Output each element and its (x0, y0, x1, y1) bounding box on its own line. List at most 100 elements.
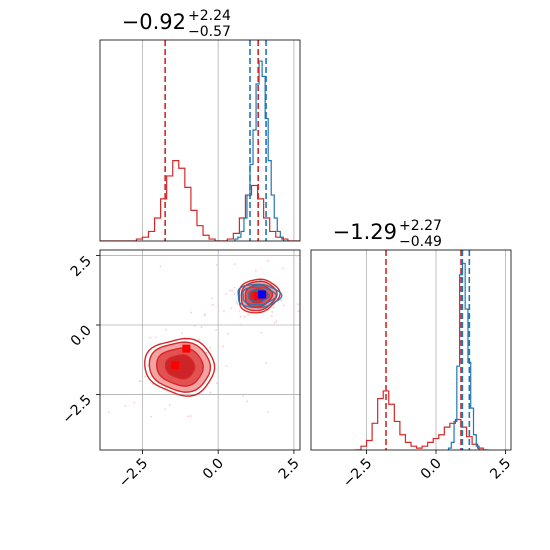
x-tick-labels: −2.5 0.0 2.5 (340, 450, 514, 491)
scatter-point (133, 401, 136, 404)
scatter-point (235, 300, 238, 303)
blue-contour (237, 283, 283, 309)
y-tick-label: −2.5 (59, 392, 94, 427)
histograms (355, 262, 489, 450)
scatter-point (155, 336, 157, 339)
histogram-red (100, 160, 300, 241)
scatter-point (239, 315, 242, 318)
axes-frame (99, 39, 301, 242)
scatter-point (296, 303, 299, 306)
joint-panel: −2.5 0.0 2.5 2.5 0.0 −2.5 (59, 242, 314, 491)
title-upper-error: +2.24 (188, 8, 231, 24)
scatter-point (211, 297, 213, 300)
grid (142, 40, 295, 241)
scatter-point (242, 395, 244, 398)
scatter-point (203, 314, 206, 317)
grid (100, 250, 300, 450)
scatter-point (225, 293, 227, 295)
truth-marker-red (182, 344, 191, 353)
scatter-point (272, 306, 275, 309)
scatter-point (265, 362, 268, 365)
scatter-point (281, 267, 284, 270)
scatter-point (200, 326, 203, 329)
truth-marker-blue (258, 290, 267, 299)
scatter-point (189, 415, 192, 417)
scatter-point (246, 400, 249, 403)
scatter-point (197, 338, 200, 341)
density-contours (144, 278, 283, 397)
scatter-point (267, 260, 270, 262)
quantile-lines (385, 250, 471, 450)
scatter-point (187, 415, 190, 418)
histograms (100, 60, 300, 241)
scatter-point (270, 314, 273, 317)
marginal-right-panel: −2.5 0.0 2.5 −1.29 +2.27−0.49 (310, 218, 514, 491)
x-tick-label: 2.5 (487, 456, 514, 483)
scatter-point (233, 293, 236, 295)
scatter-point (164, 408, 167, 411)
marginal-top-panel: −0.92 +2.24−0.57 (99, 8, 301, 242)
scatter-point (215, 382, 218, 384)
scatter-point (233, 286, 236, 289)
scatter-point (193, 324, 196, 327)
y-tick-label: 0.0 (68, 323, 95, 350)
scatter-point (203, 313, 206, 316)
scatter-point (139, 380, 142, 383)
y-tick-labels: 2.5 0.0 −2.5 (59, 253, 100, 427)
contour-level-3 (164, 354, 196, 380)
scatter-point (149, 336, 152, 339)
scatter-point (225, 365, 228, 368)
scatter-point (212, 242, 214, 244)
title-upper-error: +2.27 (399, 218, 442, 234)
panel-title: −0.92 +2.24−0.57 (122, 8, 231, 40)
scatter-point (124, 405, 127, 407)
x-tick-label: 2.5 (276, 456, 303, 483)
x-tick-labels: −2.5 0.0 2.5 (116, 450, 303, 491)
scatter-point (227, 332, 229, 335)
scatter-point (215, 328, 217, 331)
scatter-point (295, 254, 298, 257)
scatter-point (312, 271, 314, 273)
scatter-point (223, 310, 225, 312)
scatter-point (266, 411, 269, 413)
scatter-point (209, 346, 212, 349)
contour-outer (144, 337, 216, 397)
scatter-point (168, 404, 171, 406)
quantile-lines (164, 40, 267, 241)
scatter-point (236, 302, 239, 305)
axes-frame (99, 249, 301, 451)
x-tick-label: −2.5 (340, 456, 375, 491)
histogram-red (355, 390, 489, 450)
scatter-point (271, 311, 274, 313)
scatter-point (181, 332, 183, 335)
scatter-point (260, 331, 263, 334)
scatter-point (273, 322, 276, 324)
histogram-blue (234, 60, 287, 241)
scatter-point (159, 265, 162, 268)
scatter-point (165, 328, 167, 331)
title-lower-error: −0.57 (188, 24, 231, 40)
scatter-point (144, 375, 146, 378)
scatter-point (238, 310, 241, 312)
truth-marker-red (171, 361, 180, 370)
scatter-point (280, 299, 283, 302)
scatter-point (229, 289, 231, 292)
scatter-point (190, 311, 193, 314)
title-lower-error: −0.49 (399, 234, 442, 250)
title-value: −1.29 (333, 220, 397, 244)
panel-title: −1.29 +2.27−0.49 (333, 218, 442, 250)
y-tick-label: 2.5 (68, 253, 95, 280)
grid (366, 250, 506, 450)
title-value: −0.92 (122, 10, 186, 34)
scatter-point (209, 391, 212, 394)
scatter-point (243, 315, 246, 318)
x-tick-label: −2.5 (116, 456, 151, 491)
scatter-point (215, 264, 218, 266)
histogram-blue (447, 262, 482, 450)
scatter-point (255, 269, 257, 272)
truth-markers (171, 290, 267, 370)
scatter-point (239, 324, 242, 326)
scatter-point (147, 364, 149, 367)
x-tick-label: 0.0 (200, 456, 227, 483)
